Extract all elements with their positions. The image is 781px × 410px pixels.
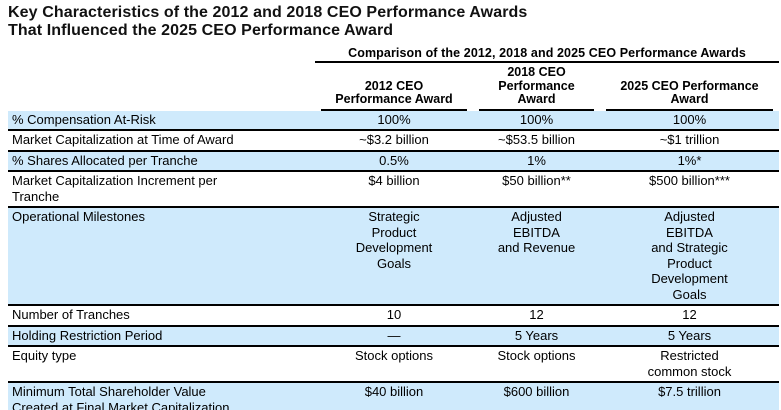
cell-2025: 1%* (600, 150, 779, 171)
header-spacer (8, 46, 315, 62)
column-header-2018: 2018 CEO Performance Award (473, 62, 600, 111)
column-header-2025: 2025 CEO Performance Award (600, 62, 779, 111)
header-spacer (8, 62, 315, 111)
cell-2012: Stock options (354, 348, 434, 363)
table-row-operational-milestones: Operational Milestones Strategic Product… (8, 207, 779, 305)
row-label: Market Capitalization at Time of Award (12, 132, 234, 147)
cell-2018: 12 (529, 307, 544, 322)
cell-2012: 0.5% (315, 150, 473, 171)
cell-2018: ~$53.5 billion (498, 132, 575, 147)
cell-2018: 1% (473, 150, 600, 171)
cell-2018: 5 Years (473, 325, 600, 346)
cell-2025: 5 Years (600, 325, 779, 346)
cell-2025: Restricted common stock (647, 348, 732, 379)
column-header-2012-label: 2012 CEO Performance Award (321, 79, 467, 111)
cell-2012: $4 billion (368, 173, 420, 188)
cell-2012: — (315, 325, 473, 346)
cell-2025: 12 (682, 307, 697, 322)
column-header-2018-label: 2018 CEO Performance Award (479, 65, 594, 111)
column-header-2025-label: 2025 CEO Performance Award (606, 79, 773, 111)
cell-2025: $500 billion*** (649, 173, 730, 188)
cell-2012: Strategic Product Development Goals (315, 207, 473, 305)
cell-2025: $7.5 trillion (600, 382, 779, 410)
cell-2012: ~$3.2 billion (359, 132, 429, 147)
cell-2018: Stock options (497, 348, 576, 363)
table-row-number-of-tranches: Number of Tranches 10 12 12 (8, 305, 779, 326)
cell-2018: 100% (473, 110, 600, 130)
column-header-2012: 2012 CEO Performance Award (315, 62, 473, 111)
cell-2025: 100% (600, 110, 779, 130)
cell-2012: 10 (386, 307, 402, 322)
cell-2012: 100% (315, 110, 473, 130)
cell-2018: Adjusted EBITDA and Revenue (473, 207, 600, 305)
table-row-market-cap-at-award: Market Capitalization at Time of Award ~… (8, 130, 779, 151)
cell-2025: Adjusted EBITDA and Strategic Product De… (600, 207, 779, 305)
table-header: Comparison of the 2012, 2018 and 2025 CE… (8, 46, 779, 111)
comparison-header: Comparison of the 2012, 2018 and 2025 CE… (315, 46, 779, 63)
table-row-equity-type: Equity type Stock options Stock options … (8, 346, 779, 382)
row-label: Minimum Total Shareholder Value Created … (8, 382, 315, 410)
row-label: Operational Milestones (8, 207, 315, 305)
row-label: Number of Tranches (12, 307, 130, 322)
ceo-award-comparison-table: Comparison of the 2012, 2018 and 2025 CE… (8, 46, 779, 410)
page-title-line2: That Influenced the 2025 CEO Performance… (8, 21, 394, 39)
cell-2012: $40 billion (315, 382, 473, 410)
row-label: % Compensation At-Risk (8, 110, 315, 130)
row-label: Holding Restriction Period (8, 325, 315, 346)
page-title: Key Characteristics of the 2012 and 2018… (8, 4, 781, 39)
cell-2025: ~$1 trillion (659, 132, 720, 147)
cell-2018: $600 billion (473, 382, 600, 410)
row-label: Market Capitalization Increment per Tran… (12, 173, 218, 204)
table-row-shares-per-tranche: % Shares Allocated per Tranche 0.5% 1% 1… (8, 150, 779, 171)
table-body: % Compensation At-Risk 100% 100% 100% Ma… (8, 110, 779, 410)
comparison-header-row: Comparison of the 2012, 2018 and 2025 CE… (8, 46, 779, 63)
table-row-holding-restriction: Holding Restriction Period — 5 Years 5 Y… (8, 325, 779, 346)
page-title-line1: Key Characteristics of the 2012 and 2018… (8, 4, 528, 21)
table-row-compensation-at-risk: % Compensation At-Risk 100% 100% 100% (8, 110, 779, 130)
table-row-minimum-tsv: Minimum Total Shareholder Value Created … (8, 382, 779, 410)
row-label: Equity type (12, 348, 77, 363)
column-header-row: 2012 CEO Performance Award 2018 CEO Perf… (8, 62, 779, 111)
cell-2018: $50 billion** (502, 173, 571, 188)
row-label: % Shares Allocated per Tranche (8, 150, 315, 171)
table-row-market-cap-increment: Market Capitalization Increment per Tran… (8, 171, 779, 207)
